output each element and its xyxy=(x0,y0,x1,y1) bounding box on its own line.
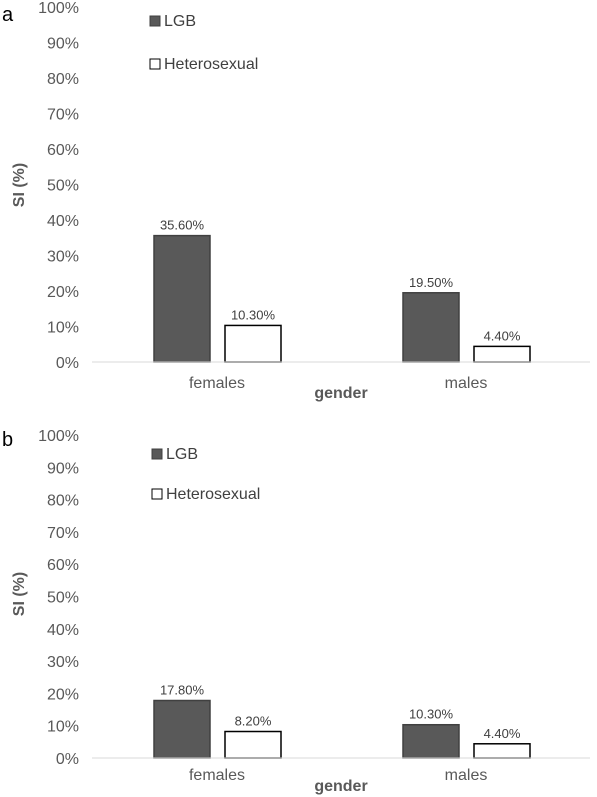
y-axis-ticks: 0% 10% 20% 30% 40% 50% 60% 70% 80% 90% 100% xyxy=(38,0,79,372)
y-tick-label: 20% xyxy=(47,284,79,301)
data-label-heterosexual-males: 4.40% xyxy=(484,726,521,741)
y-tick-label: 70% xyxy=(47,525,79,542)
y-tick-label: 10% xyxy=(47,719,79,736)
legend-swatch-lgb xyxy=(149,15,161,27)
category-label-males: males xyxy=(445,375,488,392)
category-label-females: females xyxy=(189,767,245,784)
legend-label-heterosexual: Heterosexual xyxy=(166,486,260,503)
bar-heterosexual-males xyxy=(473,743,531,759)
category-label-males: males xyxy=(445,767,488,784)
y-tick-label: 50% xyxy=(47,590,79,607)
legend-label-lgb: LGB xyxy=(164,13,196,30)
data-label-lgb-females: 17.80% xyxy=(160,683,205,698)
y-tick-label: 80% xyxy=(47,493,79,510)
y-tick-label: 60% xyxy=(47,142,79,159)
data-label-lgb-males: 19.50% xyxy=(409,275,454,290)
bar-lgb-males xyxy=(402,292,460,363)
y-tick-label: 60% xyxy=(47,557,79,574)
data-label-lgb-females: 35.60% xyxy=(160,218,205,233)
y-axis-title: SI (%) xyxy=(11,163,28,207)
x-axis-title: gender xyxy=(314,778,367,795)
data-label-heterosexual-females: 10.30% xyxy=(231,307,276,322)
chart-panel-a: a SI (%) gender females males LGB Hetero… xyxy=(2,0,590,402)
legend: LGB Heterosexual xyxy=(151,446,260,503)
y-tick-label: 0% xyxy=(56,355,79,372)
y-tick-label: 30% xyxy=(47,654,79,671)
bar-heterosexual-females xyxy=(224,730,282,759)
bars: 17.80% 10.30% 8.20% 4.40% xyxy=(153,683,531,759)
panel-label: a xyxy=(2,4,14,26)
y-tick-label: 100% xyxy=(38,0,79,17)
legend-swatch-heterosexual xyxy=(151,488,163,500)
y-tick-label: 70% xyxy=(47,107,79,124)
y-tick-label: 90% xyxy=(47,460,79,477)
bar-lgb-males xyxy=(402,723,460,759)
bar-heterosexual-females xyxy=(224,324,282,363)
legend-swatch-heterosexual xyxy=(149,58,161,70)
y-tick-label: 100% xyxy=(38,428,79,445)
y-tick-label: 40% xyxy=(47,622,79,639)
legend-label-lgb: LGB xyxy=(166,446,198,463)
y-tick-label: 40% xyxy=(47,213,79,230)
y-tick-label: 90% xyxy=(47,36,79,53)
y-tick-label: 50% xyxy=(47,178,79,195)
data-label-heterosexual-females: 8.20% xyxy=(235,714,272,729)
data-label-lgb-males: 10.30% xyxy=(409,707,454,722)
legend: LGB Heterosexual xyxy=(149,13,258,73)
bar-lgb-females xyxy=(153,234,211,363)
bars: 35.60% 19.50% 10.30% 4.40% xyxy=(153,218,531,363)
chart-panel-b: b SI (%) gender females males LGB Hetero… xyxy=(2,428,590,795)
category-label-females: females xyxy=(189,375,245,392)
bar-heterosexual-males xyxy=(473,345,531,363)
y-axis-title: SI (%) xyxy=(11,572,28,616)
x-axis-title: gender xyxy=(314,385,367,402)
data-label-heterosexual-males: 4.40% xyxy=(484,328,521,343)
y-tick-label: 0% xyxy=(56,751,79,768)
panel-label: b xyxy=(2,429,13,451)
legend-label-heterosexual: Heterosexual xyxy=(164,56,258,73)
y-tick-label: 10% xyxy=(47,320,79,337)
bar-lgb-females xyxy=(153,699,211,759)
legend-swatch-lgb xyxy=(151,448,163,460)
y-tick-label: 80% xyxy=(47,71,79,88)
y-axis-ticks: 0% 10% 20% 30% 40% 50% 60% 70% 80% 90% 100% xyxy=(38,428,79,768)
y-tick-label: 30% xyxy=(47,249,79,266)
y-tick-label: 20% xyxy=(47,686,79,703)
